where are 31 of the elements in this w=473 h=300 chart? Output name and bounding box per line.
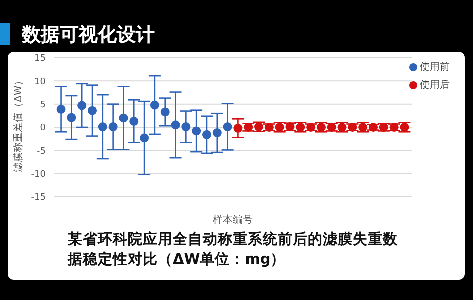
- point: [160, 108, 170, 117]
- point: [212, 128, 222, 138]
- point: [108, 122, 118, 132]
- point: [202, 130, 212, 140]
- point: [119, 114, 128, 123]
- point: [223, 122, 232, 132]
- y-tick-label: 0: [40, 124, 46, 134]
- point: [67, 113, 76, 122]
- point: [98, 122, 108, 132]
- point: [140, 134, 150, 143]
- y-tick-label: 10: [34, 77, 46, 88]
- text: 某省环科院应用全自动称重系统前后的滤膜失重数据稳定性对比（ΔW单位：mg）: [68, 230, 398, 270]
- y-tick-label: -5: [37, 146, 46, 157]
- chart-title: 数据可视化设计: [22, 23, 155, 48]
- point: [150, 100, 160, 110]
- y-tick-label: -15: [31, 193, 46, 204]
- y-tick-label: 15: [34, 54, 46, 64]
- point: [88, 106, 98, 116]
- y-tick-label: -10: [31, 170, 46, 180]
- legend-label: 使用后: [420, 78, 450, 92]
- point: [78, 101, 87, 110]
- point: [192, 126, 202, 136]
- point: [130, 116, 139, 126]
- x-axis-title: 样本编号: [213, 214, 253, 226]
- point: [171, 120, 180, 130]
- legend-label: 使用前: [420, 61, 450, 74]
- y-tick-label: 5: [40, 100, 46, 111]
- point: [56, 104, 66, 114]
- point: [182, 122, 191, 132]
- y-axis-title: 滤膜称重差值（ΔW）: [12, 76, 25, 172]
- point: [234, 124, 243, 133]
